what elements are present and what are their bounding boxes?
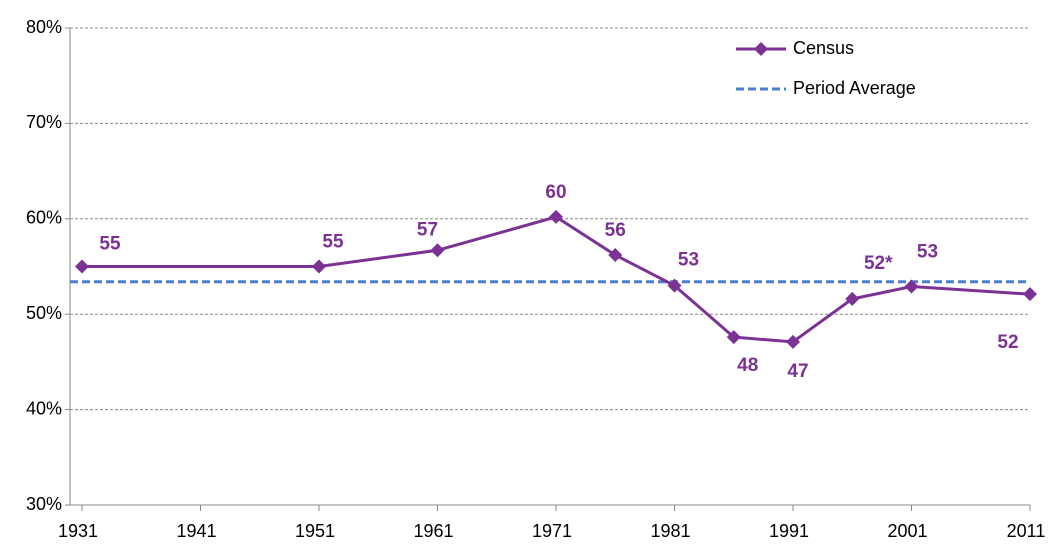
marker (312, 259, 326, 274)
marker (726, 330, 741, 345)
x-tick-label: 1931 (58, 521, 98, 541)
marker (904, 279, 919, 294)
value-label: 60 (545, 182, 566, 203)
legend-marker (754, 42, 768, 56)
marker (786, 334, 800, 349)
x-tick-label: 1971 (532, 521, 572, 541)
value-label: 48 (737, 355, 758, 376)
value-label: 53 (917, 242, 938, 263)
marker (608, 248, 623, 263)
marker (1023, 287, 1037, 302)
x-tick-label: 1981 (650, 521, 690, 541)
legend-label: Period Average (793, 78, 916, 98)
value-label: 55 (322, 232, 344, 253)
marker (430, 243, 445, 258)
x-tick-label: 1951 (295, 521, 335, 541)
x-tick-label: 1961 (413, 521, 453, 541)
marker (667, 278, 682, 293)
legend-label: Census (793, 38, 854, 58)
value-label: 52* (864, 253, 893, 274)
y-tick-label: 40% (26, 398, 62, 418)
value-label: 52 (997, 332, 1018, 353)
value-label: 55 (99, 234, 121, 255)
x-tick-label: 1941 (176, 521, 216, 541)
marker (75, 259, 89, 274)
marker (549, 209, 563, 224)
x-tick-label: 2011 (1007, 521, 1046, 541)
value-label: 57 (417, 219, 438, 240)
line (82, 215, 1031, 344)
value-label: 53 (678, 250, 699, 271)
y-tick-label: 70% (26, 112, 62, 132)
y-tick-label: 50% (26, 303, 62, 323)
y-tick-label: 30% (26, 494, 62, 514)
value-label: 56 (605, 220, 626, 241)
y-tick-label: 60% (26, 208, 62, 228)
y-tick-label: 80% (26, 17, 62, 37)
x-tick-label: 2001 (887, 521, 927, 541)
value-label: 47 (787, 361, 808, 382)
x-tick-label: 1991 (769, 521, 809, 541)
marker (845, 291, 860, 306)
